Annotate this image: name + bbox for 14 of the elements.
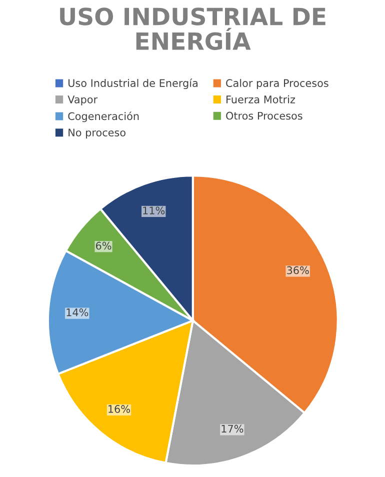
legend-label: Otros Procesos	[226, 112, 302, 120]
legend-label: Uso Industrial de Energía	[68, 78, 198, 90]
data-label: 36%	[287, 266, 309, 274]
legend-label: Cogeneración	[68, 112, 139, 122]
chart-title: USO INDUSTRIAL DE ENERGÍA	[60, 8, 326, 50]
legend-label: Vapor	[68, 96, 98, 106]
legend-label: Fuerza Motriz	[226, 95, 296, 104]
legend-label: No proceso	[68, 128, 126, 138]
data-label: 11%	[143, 206, 165, 214]
data-label: 16%	[108, 405, 130, 413]
data-label: 6%	[96, 242, 112, 250]
data-label: 14%	[66, 308, 88, 316]
data-label: 17%	[222, 424, 244, 433]
legend-label: Calor para Procesos	[226, 78, 328, 90]
